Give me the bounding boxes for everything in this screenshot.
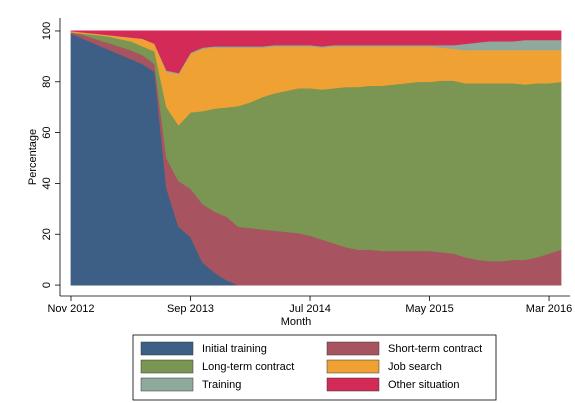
x-tick-label: Sep 2013	[167, 303, 214, 315]
area	[70, 30, 562, 74]
legend-swatch	[140, 377, 194, 392]
legend-label: Training	[202, 379, 241, 391]
y-tick-label: 80	[41, 76, 53, 88]
legend-label: Short-term contract	[388, 343, 482, 355]
x-tick-label: Mar 2016	[526, 303, 572, 315]
y-tick-label: 0	[41, 282, 53, 288]
legend-swatch	[326, 377, 380, 392]
x-tick-label: Jul 2014	[289, 303, 331, 315]
y-tick-label: 60	[41, 126, 53, 138]
legend-swatch	[326, 341, 380, 356]
y-tick-label: 100	[41, 22, 53, 40]
x-tick-label: May 2015	[405, 303, 453, 315]
legend-swatch	[326, 359, 380, 374]
legend-swatch	[140, 341, 194, 356]
x-tick-label: Nov 2012	[47, 303, 94, 315]
legend-box	[132, 334, 497, 401]
y-tick-label: 20	[41, 228, 53, 240]
legend-label: Initial training	[202, 343, 267, 355]
x-axis-label: Month	[281, 316, 312, 328]
legend-label: Other situation	[388, 379, 460, 391]
legend-swatch	[140, 359, 194, 374]
legend-label: Job search	[388, 361, 442, 373]
y-tick-label: 40	[41, 177, 53, 189]
legend-label: Long-term contract	[202, 361, 294, 373]
y-axis-label: Percentage	[27, 129, 39, 185]
